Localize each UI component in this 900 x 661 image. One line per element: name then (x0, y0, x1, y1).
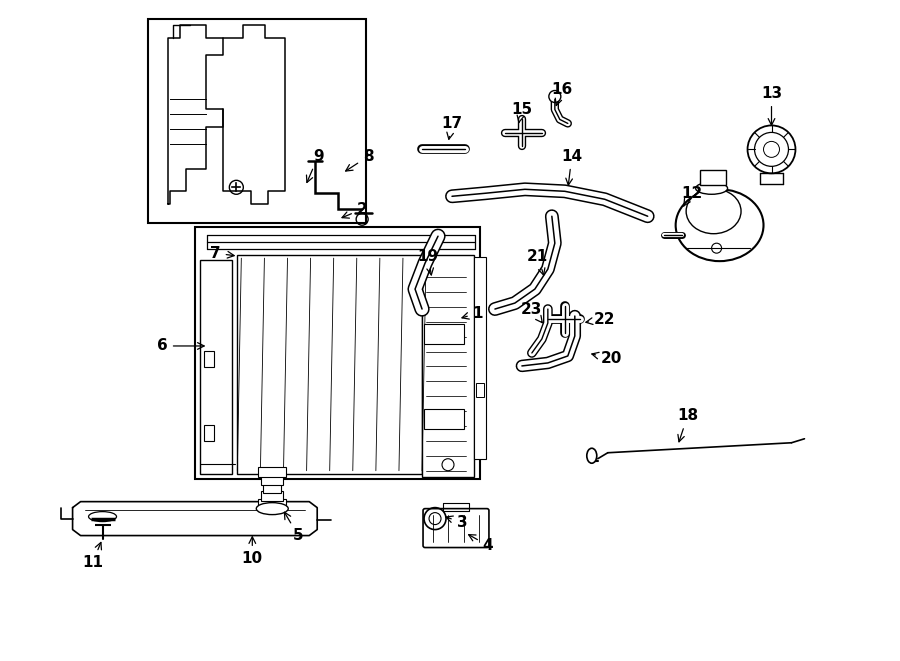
Text: 15: 15 (511, 102, 533, 123)
Text: 5: 5 (284, 512, 303, 543)
Text: 10: 10 (242, 537, 263, 566)
Circle shape (754, 132, 788, 167)
Ellipse shape (686, 189, 741, 234)
Text: 9: 9 (307, 149, 323, 182)
Text: 6: 6 (158, 338, 204, 354)
Text: 14: 14 (562, 149, 582, 185)
Text: 3: 3 (446, 515, 467, 530)
Bar (195, 227, 480, 479)
Bar (258, 467, 286, 477)
Bar (261, 475, 284, 485)
Text: 17: 17 (441, 116, 463, 139)
Circle shape (763, 141, 779, 157)
Text: 8: 8 (346, 149, 374, 171)
Text: 19: 19 (418, 249, 438, 275)
Bar (264, 483, 282, 492)
Text: 12: 12 (681, 186, 702, 206)
Bar (204, 425, 214, 441)
FancyBboxPatch shape (423, 508, 489, 547)
Bar (476, 383, 484, 397)
Bar (201, 260, 232, 474)
Bar (699, 171, 725, 185)
Text: 2: 2 (342, 202, 367, 218)
Circle shape (748, 126, 796, 173)
Ellipse shape (88, 512, 116, 522)
Ellipse shape (587, 448, 597, 463)
Bar (204, 351, 214, 367)
Text: 22: 22 (586, 311, 616, 327)
Text: 1: 1 (462, 305, 483, 321)
Bar (424, 324, 464, 344)
Text: 11: 11 (82, 543, 104, 570)
Text: 4: 4 (469, 535, 493, 553)
Text: 7: 7 (210, 246, 234, 260)
Text: 16: 16 (551, 82, 572, 106)
Bar (424, 409, 464, 429)
Text: 20: 20 (592, 352, 623, 366)
Bar (148, 19, 366, 223)
Bar (238, 255, 422, 474)
Ellipse shape (256, 502, 288, 515)
Bar (474, 257, 486, 459)
Bar (261, 490, 284, 500)
Text: 18: 18 (677, 408, 698, 442)
Text: 13: 13 (760, 86, 782, 125)
Text: 21: 21 (527, 249, 548, 275)
Bar (258, 498, 286, 508)
Circle shape (549, 91, 561, 102)
Text: 23: 23 (521, 301, 543, 323)
Ellipse shape (696, 182, 727, 194)
Ellipse shape (676, 189, 763, 261)
Bar (422, 255, 474, 477)
